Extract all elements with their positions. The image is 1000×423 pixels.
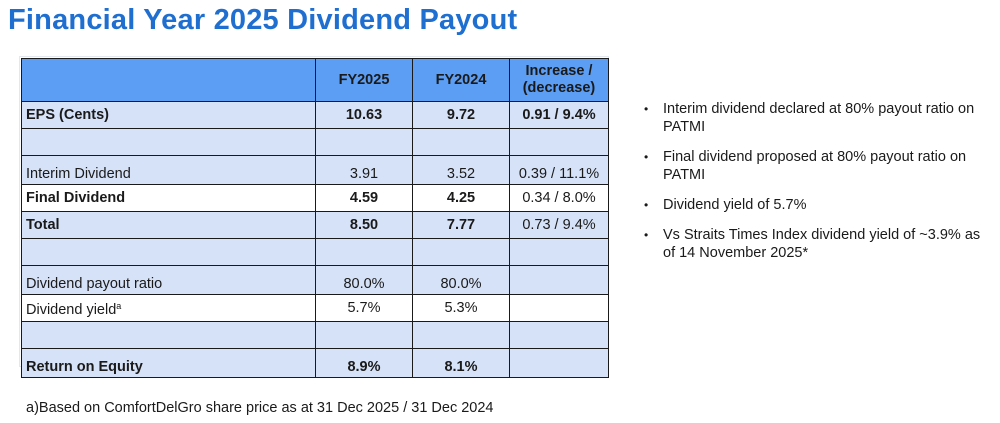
bullet-text: Final dividend proposed at 80% payout ra…: [663, 149, 967, 183]
cell-change: [509, 128, 609, 156]
bullet-text: Vs Straits Times Index dividend yield of…: [663, 227, 981, 261]
dividend-table-frame: FY2025 FY2024 Increase / (decrease) EPS …: [19, 56, 609, 378]
cell-fy2025: [315, 321, 413, 349]
row-label: [21, 128, 316, 156]
header-fy2025: FY2025: [315, 58, 413, 102]
cell-change: [509, 294, 609, 322]
row-label: Return on Equity: [21, 348, 316, 378]
cell-fy2024: 9.72: [412, 101, 510, 129]
cell-fy2024: [412, 128, 510, 156]
header-change-line2: (decrease): [522, 80, 596, 96]
footnote: a)Based on ComfortDelGro share price as …: [26, 400, 494, 416]
row-label: [21, 238, 316, 266]
table-row-spacer: [21, 321, 609, 349]
cell-fy2024: 4.25: [412, 184, 510, 212]
cell-change: 0.39 / 11.1%: [509, 155, 609, 185]
row-label: Dividend yielda: [21, 294, 316, 322]
cell-fy2025: 5.7%: [315, 294, 413, 322]
table-row-final-dividend: Final Dividend 4.59 4.25 0.34 / 8.0%: [21, 184, 609, 212]
table-row-total: Total 8.50 7.77 0.73 / 9.4%: [21, 211, 609, 239]
list-item: • Final dividend proposed at 80% payout r…: [641, 148, 996, 184]
page-title: Financial Year 2025 Dividend Payout: [8, 4, 518, 36]
bullet-text: Dividend yield of 5.7%: [663, 197, 807, 213]
list-item: • Vs Straits Times Index dividend yield o…: [641, 226, 996, 262]
row-label: Final Dividend: [21, 184, 316, 212]
cell-fy2025: 10.63: [315, 101, 413, 129]
table-row-spacer: [21, 238, 609, 266]
bullet-text: Interim dividend declared at 80% payout …: [663, 101, 975, 135]
cell-fy2025: [315, 238, 413, 266]
cell-fy2025: 4.59: [315, 184, 413, 212]
cell-fy2024: [412, 238, 510, 266]
cell-fy2024: [412, 321, 510, 349]
cell-change: [509, 321, 609, 349]
dividend-table: FY2025 FY2024 Increase / (decrease) EPS …: [21, 58, 609, 378]
table-row-eps: EPS (Cents) 10.63 9.72 0.91 / 9.4%: [21, 101, 609, 129]
cell-fy2025: 80.0%: [315, 265, 413, 295]
cell-change: 0.34 / 8.0%: [509, 184, 609, 212]
cell-change: 0.91 / 9.4%: [509, 101, 609, 129]
cell-change: 0.73 / 9.4%: [509, 211, 609, 239]
cell-change: [509, 348, 609, 378]
row-label: [21, 321, 316, 349]
row-label-text: Dividend yield: [26, 302, 117, 318]
cell-fy2024: 8.1%: [412, 348, 510, 378]
row-label: Interim Dividend: [21, 155, 316, 185]
table-header-row: FY2025 FY2024 Increase / (decrease): [21, 58, 609, 102]
cell-fy2024: 7.77: [412, 211, 510, 239]
cell-fy2024: 80.0%: [412, 265, 510, 295]
list-item: • Dividend yield of 5.7%: [641, 196, 996, 214]
header-change: Increase / (decrease): [509, 58, 609, 102]
bullet-icon: •: [644, 198, 649, 212]
highlights-list: • Interim dividend declared at 80% payout…: [641, 100, 996, 274]
table-row-dividend-yield: Dividend yielda 5.7% 5.3%: [21, 294, 609, 322]
header-fy2024: FY2024: [412, 58, 510, 102]
bullet-icon: •: [644, 228, 649, 242]
footnote-marker: a: [116, 301, 122, 311]
cell-fy2025: [315, 128, 413, 156]
header-label: [21, 58, 316, 102]
row-label: EPS (Cents): [21, 101, 316, 129]
cell-fy2024: 5.3%: [412, 294, 510, 322]
table-row-spacer: [21, 128, 609, 156]
row-label: Total: [21, 211, 316, 239]
cell-fy2025: 8.9%: [315, 348, 413, 378]
table-row-interim-dividend: Interim Dividend 3.91 3.52 0.39 / 11.1%: [21, 155, 609, 185]
list-item: • Interim dividend declared at 80% payout…: [641, 100, 996, 136]
cell-fy2024: 3.52: [412, 155, 510, 185]
header-change-line1: Increase /: [525, 63, 593, 79]
bullet-icon: •: [644, 102, 649, 116]
table-row-payout-ratio: Dividend payout ratio 80.0% 80.0%: [21, 265, 609, 295]
cell-change: [509, 265, 609, 295]
cell-fy2025: 3.91: [315, 155, 413, 185]
cell-fy2025: 8.50: [315, 211, 413, 239]
bullet-icon: •: [644, 150, 649, 164]
row-label: Dividend payout ratio: [21, 265, 316, 295]
table-row-return-on-equity: Return on Equity 8.9% 8.1%: [21, 348, 609, 378]
cell-change: [509, 238, 609, 266]
